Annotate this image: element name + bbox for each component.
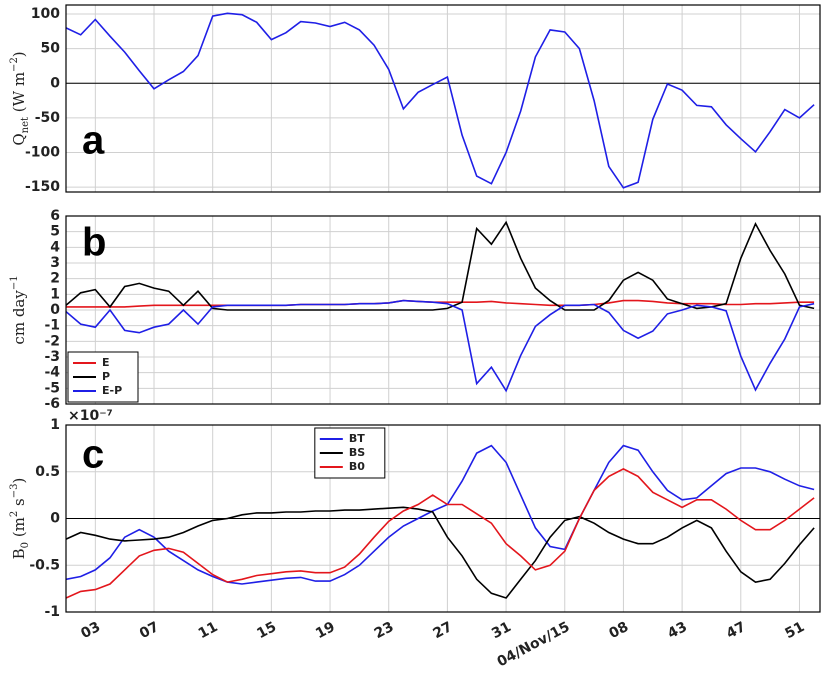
y-axis-label-part: ) (10, 478, 28, 484)
legend-label: E (102, 356, 110, 369)
y-axis-label-part: (m (10, 517, 28, 542)
y-tick-label: 3 (50, 255, 60, 271)
y-axis-label-part: s (10, 498, 28, 510)
y-axis-label-part: ) (10, 51, 28, 57)
panel-label: b (82, 221, 106, 265)
series-line (66, 444, 815, 585)
y-tick-label: -0.5 (29, 557, 60, 573)
x-tick-label: 03 (78, 619, 103, 642)
y-tick-label: 2 (50, 271, 60, 287)
y-multiplier: ×10⁻⁷ (68, 408, 113, 424)
y-axis-label: cm day−1 (9, 275, 28, 344)
plot-border (65, 4, 821, 193)
y-axis-label: B0 (m2 s−3) (9, 478, 31, 560)
y-tick-label: -1 (44, 604, 60, 620)
y-axis-label-part: −3 (9, 484, 20, 499)
y-axis-label-part: 2 (9, 511, 20, 517)
series-group (66, 12, 815, 189)
x-tick-label: 27 (430, 619, 455, 642)
y-axis-label-part: −2 (9, 57, 20, 72)
legend-label: B0 (349, 460, 365, 473)
x-tick-label: 47 (724, 619, 749, 642)
y-axis-label-part: 0 (20, 542, 31, 548)
plot-border (65, 215, 821, 405)
y-axis-label: Qnet (W m−2) (9, 51, 31, 145)
legend-label: BS (349, 446, 365, 459)
x-tick-label: 19 (313, 619, 338, 642)
y-tick-label: 4 (50, 239, 60, 255)
y-tick-label: -50 (35, 110, 61, 126)
series-line (66, 299, 815, 393)
y-axis-label-part: (W m (10, 72, 28, 117)
y-tick-label: 0 (50, 302, 60, 318)
y-tick-label: 6 (50, 208, 60, 224)
series-line (66, 506, 815, 599)
y-axis-label-part: cm day (10, 290, 28, 345)
y-tick-label: 5 (50, 224, 60, 240)
legend-label: P (102, 370, 110, 383)
y-tick-label: -5 (44, 380, 60, 396)
panel-label: a (82, 119, 105, 163)
y-tick-label: -3 (44, 349, 60, 365)
y-tick-label: 100 (31, 6, 60, 22)
y-tick-label: 1 (50, 417, 60, 433)
x-tick-label: 07 (137, 619, 162, 642)
y-tick-label: -100 (25, 145, 60, 161)
y-axis-label-part: −1 (9, 275, 20, 290)
series-line (66, 468, 815, 599)
y-tick-label: 0.5 (35, 464, 60, 480)
x-tick-label: 11 (196, 619, 221, 642)
x-tick-label: 43 (665, 619, 690, 642)
series-group (66, 444, 815, 599)
x-tick-label: 15 (254, 619, 279, 642)
y-tick-label: 0 (50, 75, 60, 91)
plot-border (65, 424, 821, 613)
y-axis-label-part: net (20, 117, 31, 133)
y-tick-label: 1 (50, 286, 60, 302)
x-tick-label: 23 (372, 619, 397, 642)
legend-label: BT (349, 432, 365, 445)
y-tick-label: -6 (44, 396, 60, 412)
y-tick-label: -1 (44, 318, 60, 334)
x-tick-label: 31 (489, 619, 514, 642)
y-tick-label: -4 (44, 365, 60, 381)
y-axis-label-part: Q (10, 133, 28, 145)
panel-label: c (82, 433, 104, 477)
series-line (66, 12, 815, 189)
y-tick-label: -150 (25, 179, 60, 195)
plot-area (66, 5, 820, 192)
x-tick-label: 51 (783, 619, 808, 642)
series-line (66, 220, 815, 311)
series-group (66, 220, 815, 393)
legend-label: E-P (102, 384, 122, 397)
y-tick-label: 50 (41, 41, 61, 57)
y-axis-label-part: B (10, 548, 28, 559)
y-tick-label: 0 (50, 511, 60, 527)
x-tick-label: 08 (606, 619, 631, 642)
y-tick-label: -2 (44, 333, 60, 349)
